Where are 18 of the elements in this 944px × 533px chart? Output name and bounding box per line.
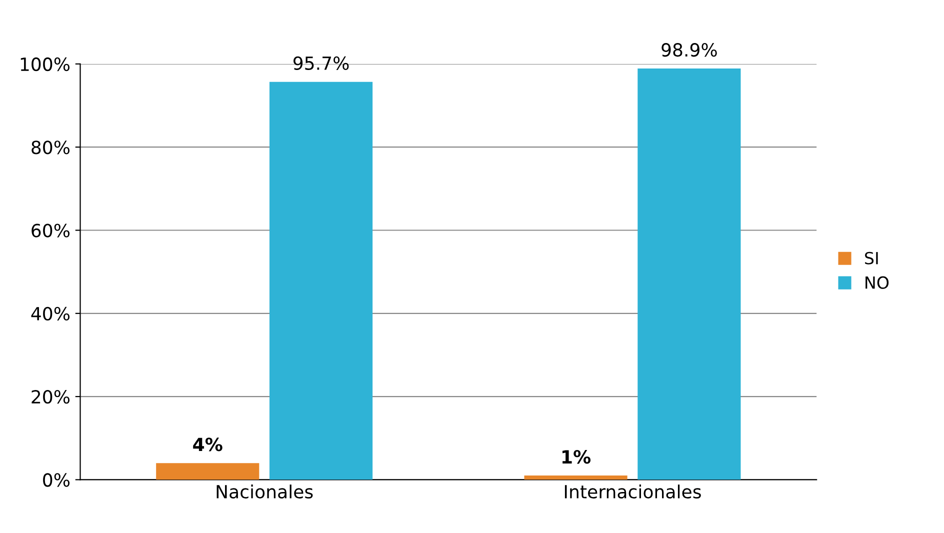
y-tick-label: 20%	[32, 390, 70, 404]
x-tick-label: Nacionales	[216, 484, 313, 499]
y-tick-label: 40%	[31, 306, 70, 321]
y-tick-label: 80%	[32, 140, 70, 154]
data-label: 1%	[562, 450, 591, 464]
legend-label: NO	[866, 276, 889, 289]
bar	[638, 68, 741, 480]
data-label: 98.9%	[662, 43, 717, 57]
bar	[156, 463, 260, 480]
x-tick-label: Internacionales	[564, 484, 701, 499]
y-tick-label: 100%	[20, 57, 70, 72]
bar	[269, 82, 373, 480]
data-label: 4%	[193, 438, 222, 452]
y-tick-label: 0%	[43, 473, 70, 487]
bar	[524, 476, 628, 480]
y-tick-label: 60%	[32, 224, 70, 238]
data-label: 95.7%	[293, 56, 349, 70]
legend-label: SI	[865, 252, 878, 264]
